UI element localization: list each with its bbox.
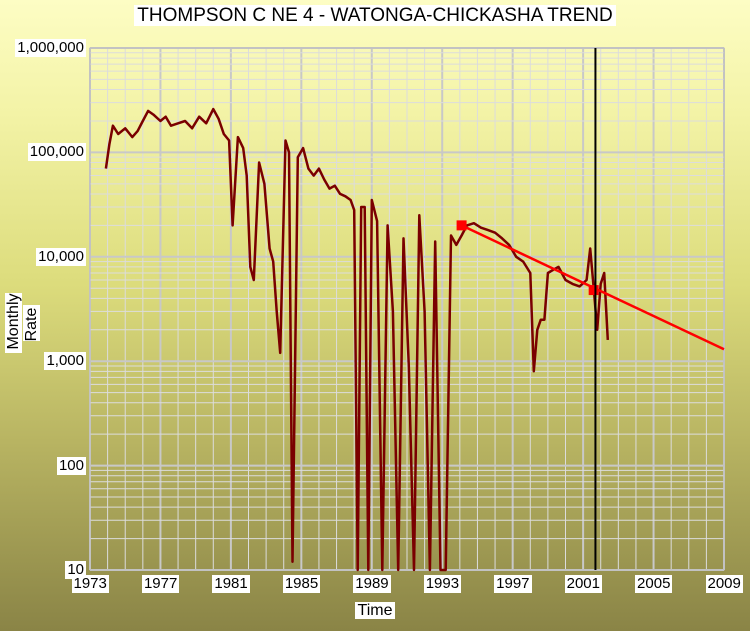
x-tick-label: 2001 — [564, 575, 602, 593]
x-tick-label: 2005 — [635, 575, 673, 593]
x-tick-label: 2009 — [705, 575, 743, 593]
y-tick-label: 100 — [56, 456, 86, 475]
x-axis-label: Time — [0, 602, 750, 620]
y-axis-label: Monthly Rate — [5, 278, 41, 368]
production-series-line — [104, 107, 610, 572]
x-tick-label: 1977 — [141, 575, 180, 593]
x-tick-label: 1997 — [494, 575, 532, 593]
y-tick-label: 10 — [65, 561, 86, 579]
y-tick-label: 1,000 — [44, 352, 86, 371]
y-tick-label: 10,000 — [36, 247, 86, 266]
trend-point — [456, 220, 467, 231]
x-tick-label: 1985 — [282, 575, 321, 593]
series-layer — [104, 48, 725, 572]
plot-frame — [89, 47, 725, 571]
x-tick-label: 1989 — [353, 575, 391, 593]
x-tick-label: 1993 — [423, 575, 462, 593]
y-tick-label: 1,000,000 — [15, 39, 86, 57]
grid — [89, 47, 725, 571]
y-tick-label: 100,000 — [27, 143, 86, 162]
chart-title: THOMPSON C NE 4 - WATONGA-CHICKASHA TREN… — [0, 5, 750, 27]
x-tick-label: 1973 — [71, 575, 109, 593]
trend-point — [588, 285, 599, 296]
x-tick-label: 1981 — [212, 575, 250, 593]
